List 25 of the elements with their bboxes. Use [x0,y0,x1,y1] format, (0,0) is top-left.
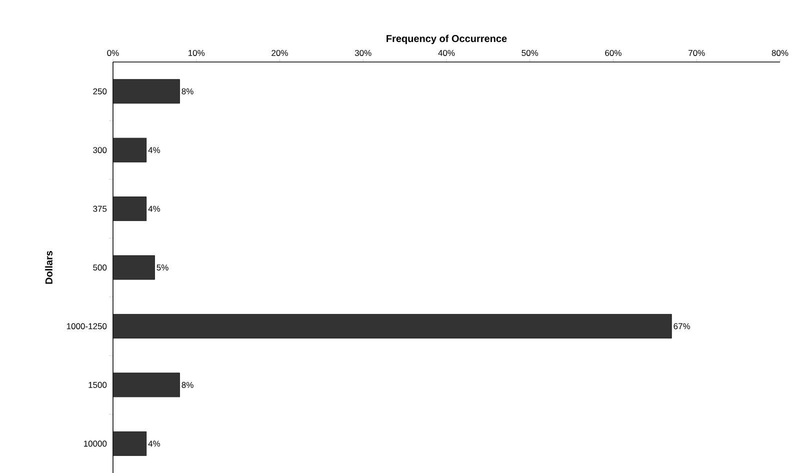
data-label: 4% [148,206,160,212]
x-tick-label: 20% [272,50,288,56]
y-tick-label: 10000 [84,440,107,447]
data-label: 67% [674,323,690,330]
x-tick-label: 80% [772,50,788,56]
x-tick-label: 60% [605,50,622,56]
x-tick-label: 10% [188,50,205,56]
data-label: 8% [182,88,194,94]
x-tick-label: 50% [522,50,538,56]
x-tick-label: 70% [688,50,705,56]
y-tick-label: 1500 [88,382,107,388]
y-axis-title: Dollars [45,250,52,284]
y-tick-label: 375 [93,206,107,212]
x-axis-title: Frequency of Occurrence [386,34,507,44]
y-tick-label: 300 [93,147,107,154]
data-label: 4% [148,147,160,154]
data-label: 4% [148,440,160,447]
y-tick-label: 250 [93,88,107,94]
data-label: 8% [182,382,194,388]
x-tick-label: 0% [107,50,119,56]
x-tick-label: 30% [354,50,372,56]
y-tick-label: 1000-1250 [66,323,107,330]
y-tick-label: 500 [93,264,107,271]
x-tick-label: 40% [438,50,455,56]
data-label: 5% [156,264,168,270]
